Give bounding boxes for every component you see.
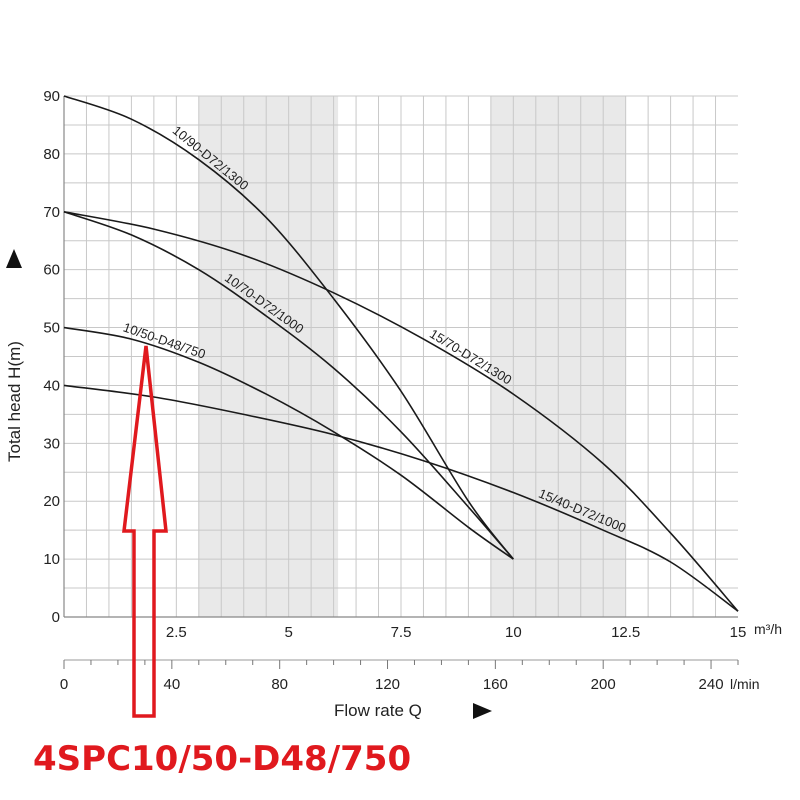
x-tick-label-lmin: 40 [163, 676, 180, 693]
curve-15-40-d72-1000 [63, 384, 739, 612]
grid [64, 95, 738, 617]
x-tick-label-m3h: 5 [284, 624, 292, 641]
y-axis-title: Total head H(m) [5, 341, 24, 462]
y-tick-label: 60 [43, 262, 60, 279]
x-tick-label-lmin: 160 [483, 676, 508, 693]
x-tick-label-m3h: 10 [505, 624, 522, 641]
x-tick-label-lmin: 120 [375, 676, 400, 693]
curve-10-90-d72-1300 [63, 95, 514, 560]
x-axis-title: Flow rate Q [334, 701, 422, 720]
y-tick-label: 30 [43, 435, 60, 452]
x-tick-label-lmin: 0 [60, 676, 68, 693]
axes: 0 10 20 30 40 50 60 70 80 90 2.5 5 7.5 10 12.5 15 m³/h 0 4… [5, 88, 782, 720]
curve-10-50-d48-750 [63, 326, 514, 560]
model-name-label: 4SPC10/50-D48/750 [33, 739, 411, 779]
x-tick-label-m3h: 15 [730, 624, 747, 641]
curve-15-70-d72-1300 [63, 211, 739, 612]
y-axis-arrow-icon [6, 249, 22, 268]
x-tick-label-m3h: 2.5 [166, 624, 187, 641]
x-tick-label-lmin: 240 [699, 676, 724, 693]
y-tick-label: 0 [52, 609, 60, 626]
curve-10-70-d72-1000 [63, 211, 514, 560]
y-tick-label: 50 [43, 320, 60, 337]
red-arrow-icon [122, 345, 168, 718]
x-tick-label-m3h: 12.5 [611, 624, 640, 641]
y-tick-label: 90 [43, 88, 60, 105]
y-tick-label: 80 [43, 146, 60, 163]
y-tick-label: 40 [43, 377, 60, 394]
y-tick-label: 20 [43, 493, 60, 510]
x-axis-arrow-icon [473, 703, 492, 719]
x-tick-label-lmin: 80 [271, 676, 288, 693]
x-tick-label-lmin: 200 [591, 676, 616, 693]
x-unit-lmin: l/min [730, 676, 760, 692]
pump-curves [63, 95, 739, 612]
y-tick-label: 10 [43, 551, 60, 568]
x-tick-label-m3h: 7.5 [391, 624, 412, 641]
y-tick-label: 70 [43, 204, 60, 221]
x-unit-m3h: m³/h [754, 621, 782, 637]
annotation: 4SPC10/50-D48/750 [33, 345, 411, 779]
